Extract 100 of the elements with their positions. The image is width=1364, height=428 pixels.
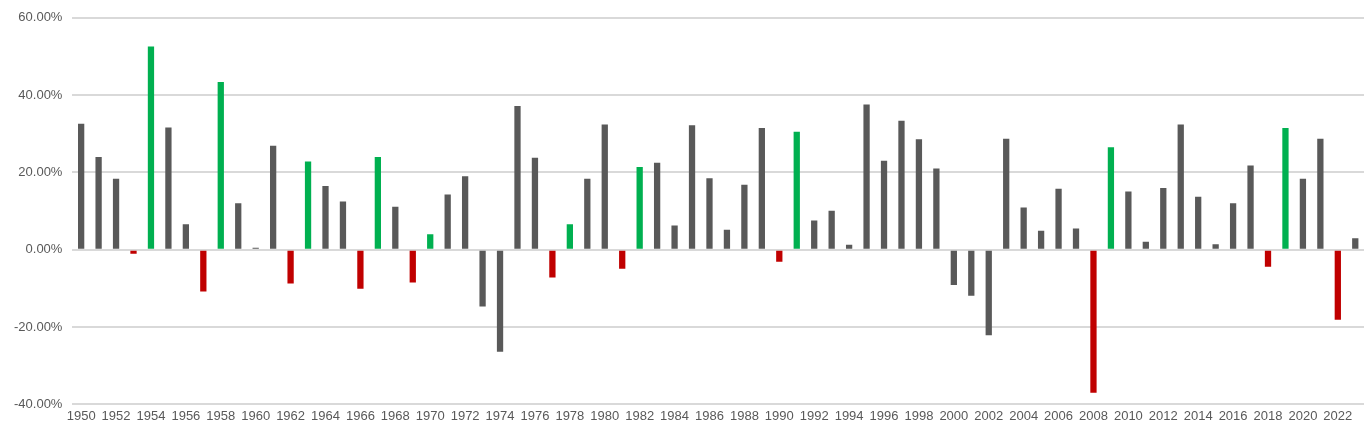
bar (584, 178, 591, 249)
x-tick-label: 1984 (660, 407, 690, 423)
bar (811, 220, 818, 249)
bar (863, 104, 870, 249)
bar (1264, 250, 1272, 267)
x-tick-label: 1960 (241, 407, 271, 423)
bar (200, 250, 207, 292)
x-tick-label: 1964 (311, 407, 340, 423)
bar (741, 184, 748, 249)
x-tick-label: 1990 (764, 407, 794, 423)
x-tick-label: 1992 (799, 407, 829, 423)
bar (409, 250, 416, 283)
bar (776, 250, 783, 262)
bar (898, 120, 905, 249)
bar (1229, 203, 1237, 249)
bar (1317, 138, 1324, 249)
bar (915, 139, 923, 249)
bar (339, 201, 347, 249)
x-tick-label: 1976 (520, 407, 550, 423)
bar (968, 250, 975, 296)
x-tick-label: 2008 (1079, 407, 1108, 423)
x-tick-label: 2012 (1148, 407, 1178, 423)
bar (985, 250, 992, 336)
x-tick-label: 1998 (904, 407, 934, 423)
x-tick-label: 1982 (625, 407, 655, 423)
bar (147, 46, 155, 249)
y-tick-label: 0.00% (25, 241, 63, 257)
bar (1055, 188, 1062, 249)
bar (95, 156, 102, 249)
bar (1247, 165, 1254, 249)
bar (357, 250, 364, 289)
bar (1334, 250, 1341, 320)
bar (636, 167, 643, 249)
bar (427, 234, 434, 249)
bar (1177, 124, 1184, 249)
bar (566, 224, 573, 249)
x-tick-label: 1970 (415, 407, 445, 423)
y-tick-label: 60.00% (18, 9, 63, 25)
y-tick-label: 20.00% (18, 164, 63, 180)
bar (217, 81, 224, 249)
bar (78, 123, 85, 249)
bar (270, 145, 277, 249)
bar (1282, 127, 1289, 249)
bar (235, 203, 242, 249)
x-tick-label: 1968 (380, 407, 410, 423)
bar (1037, 230, 1045, 249)
bar (1299, 178, 1307, 249)
bar (688, 125, 696, 249)
x-tick-label: 1966 (345, 407, 375, 423)
x-tick-label: 2022 (1323, 407, 1353, 423)
x-tick-label: 1980 (590, 407, 620, 423)
x-tick-label: 1950 (66, 407, 96, 423)
x-tick-label: 1958 (206, 407, 236, 423)
y-tick-label: 40.00% (18, 86, 63, 102)
bar (1072, 228, 1080, 249)
x-tick-label: 2000 (939, 407, 969, 423)
bar (1195, 196, 1202, 249)
x-tick-label: 2002 (974, 407, 1004, 423)
bar (828, 210, 835, 249)
bar (1125, 191, 1132, 249)
x-tick-label: 1986 (695, 407, 724, 423)
x-tick-label: 2016 (1218, 407, 1248, 423)
bar (514, 105, 521, 249)
bar (845, 244, 853, 249)
bar (461, 176, 469, 249)
bar (165, 127, 172, 249)
bar (1142, 241, 1149, 249)
bar (112, 178, 120, 249)
bar (671, 225, 678, 249)
bar (374, 156, 381, 249)
bar (496, 250, 504, 352)
y-tick-label: -20.00% (14, 318, 63, 334)
x-tick-label: 2006 (1044, 407, 1074, 423)
bar (880, 160, 888, 249)
bar (793, 131, 800, 249)
x-tick-label: 1954 (136, 407, 166, 423)
x-tick-label: 1994 (834, 407, 864, 423)
x-tick-label: 1988 (729, 407, 759, 423)
bar (1090, 250, 1097, 393)
bar (933, 168, 940, 249)
x-tick-label: 2020 (1288, 407, 1318, 423)
x-tick-label: 1962 (276, 407, 306, 423)
x-tick-label: 1974 (485, 407, 515, 423)
bar (619, 250, 626, 269)
bar (1160, 187, 1167, 249)
bar (1212, 244, 1219, 249)
bar (950, 250, 957, 285)
y-tick-label: -40.00% (14, 395, 63, 411)
bar (723, 229, 731, 249)
bar (444, 194, 451, 249)
x-tick-label: 1978 (555, 407, 585, 423)
x-tick-label: 2004 (1009, 407, 1039, 423)
bar (653, 162, 661, 249)
x-tick-label: 1972 (450, 407, 480, 423)
bar (1352, 238, 1359, 249)
bar (392, 206, 399, 249)
bar (287, 250, 294, 284)
bar (479, 250, 486, 307)
bar (304, 161, 312, 249)
bar (531, 157, 539, 249)
